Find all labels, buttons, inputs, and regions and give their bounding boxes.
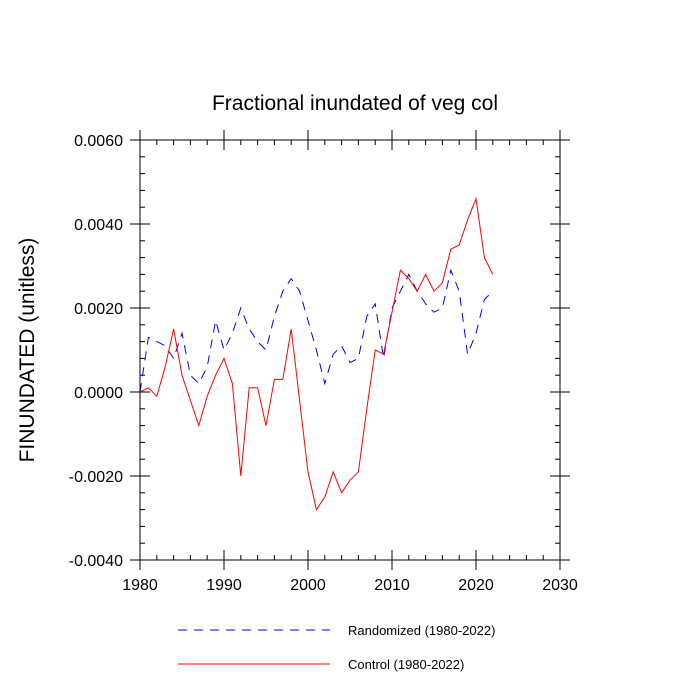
legend-label-randomized: Randomized (1980-2022) <box>348 623 495 638</box>
minor-ticks <box>140 140 560 560</box>
legend: Randomized (1980-2022) Control (1980-202… <box>178 623 495 672</box>
x-tick-label: 2020 <box>458 577 494 594</box>
x-tick-label: 2030 <box>542 577 578 594</box>
y-tick-label: 0.0060 <box>74 133 123 150</box>
chart-title: Fractional inundated of veg col <box>212 92 498 115</box>
major-ticks <box>130 130 570 570</box>
y-axis-label: FINUNDATED (unitless) <box>16 238 39 463</box>
y-tick-labels: -0.0040 -0.0020 0.0000 0.0020 0.0040 0.0060 <box>69 133 123 570</box>
x-tick-label: 2010 <box>374 577 410 594</box>
y-tick-label: 0.0040 <box>74 217 123 234</box>
y-tick-label: -0.0020 <box>69 469 123 486</box>
series-line-control <box>139 196 494 511</box>
series-layer <box>139 196 494 511</box>
y-tick-label: 0.0000 <box>74 385 123 402</box>
x-tick-label: 2000 <box>290 577 326 594</box>
legend-label-control: Control (1980-2022) <box>348 657 464 672</box>
x-tick-label: 1980 <box>122 577 158 594</box>
y-tick-label: -0.0040 <box>69 553 123 570</box>
series-line-randomized <box>139 268 494 393</box>
y-tick-label: 0.0020 <box>74 301 123 318</box>
plot-frame <box>139 139 561 561</box>
x-tick-label: 1990 <box>206 577 242 594</box>
x-tick-labels: 1980 1990 2000 2010 2020 2030 <box>122 577 578 594</box>
